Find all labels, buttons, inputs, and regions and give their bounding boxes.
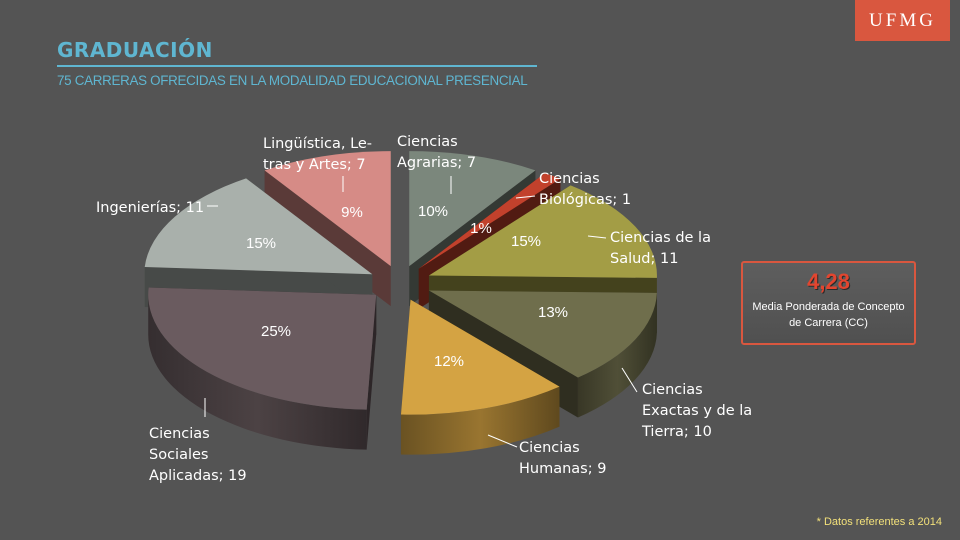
slice-percent-label: 15%	[246, 235, 276, 252]
slice-percent-label: 13%	[538, 304, 568, 321]
title-underline	[57, 65, 537, 67]
slice-category-label: Ciencias Exactas y de la Tierra; 10	[641, 382, 752, 440]
leader-line	[515, 195, 536, 199]
average-value: 4,28	[807, 269, 850, 294]
page-title: GRADUACIÓN	[57, 38, 213, 62]
pie-slice-5	[400, 299, 560, 455]
slice-category-label: Ciencias Humanas; 9	[519, 440, 606, 477]
slice-category-label: Ciencias de la Salud; 11	[610, 230, 711, 267]
slice-percent-label: 12%	[434, 353, 464, 370]
slice-percent-label: 1%	[470, 220, 492, 237]
pie-slice-6	[148, 287, 377, 450]
average-label: Media Ponderada de Concepto de Carrera (…	[752, 301, 905, 329]
page-subtitle: 75 CARRERAS OFRECIDAS EN LA MODALIDAD ED…	[57, 73, 528, 88]
slice-percent-label: 25%	[261, 323, 291, 340]
slice-percent-label: 9%	[341, 204, 363, 221]
leader-line	[587, 235, 607, 239]
slice-category-label: Ciencias Agrarias; 7	[397, 134, 476, 171]
slice-category-label: Ciencias Biológicas; 1	[539, 171, 631, 208]
average-callout: 4,28 Media Ponderada de Concepto de Carr…	[741, 261, 916, 345]
leader-line	[487, 434, 518, 448]
footnote: * Datos referentes a 2014	[816, 516, 942, 528]
ufmg-logo: UFMG	[855, 0, 950, 41]
slice-category-label: Ciencias Sociales Aplicadas; 19	[149, 426, 247, 484]
leader-line	[621, 367, 638, 393]
logo-text: UFMG	[869, 9, 936, 31]
slice-category-label: Ingenierías; 11	[96, 200, 204, 216]
slice-percent-label: 10%	[418, 203, 448, 220]
slice-category-label: Lingüística, Le-tras y Artes; 7	[263, 136, 372, 173]
slice-percent-label: 15%	[511, 233, 541, 250]
